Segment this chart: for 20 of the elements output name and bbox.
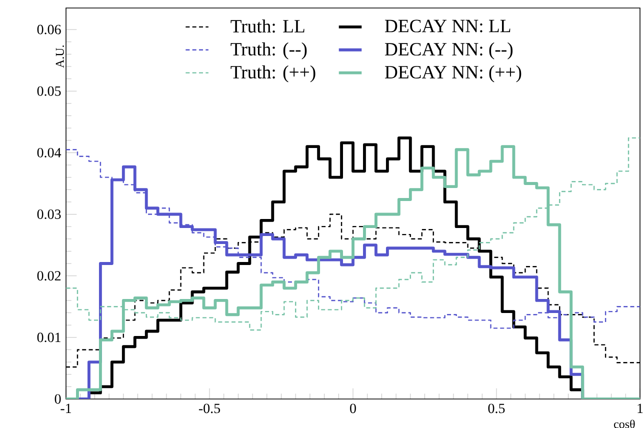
legend-label: DECAY NN: (--) (384, 42, 513, 60)
x-tick-label: 1 (638, 404, 643, 413)
x-tick-label: -1 (60, 404, 71, 413)
y-axis-title: A.U. (56, 45, 64, 68)
x-axis-title: cosθ (614, 420, 635, 428)
x-tick-label: 0.5 (488, 404, 505, 414)
legend-label: DECAY NN: (++) (384, 65, 522, 82)
x-tick-label: -0.5 (198, 404, 220, 414)
legend-label: DECAY NN: LL (384, 20, 510, 32)
legend-label: Truth: (--) (230, 42, 307, 60)
y-tick-label: 0.01 (37, 332, 60, 342)
legend-label: Truth: LL (230, 19, 304, 33)
y-tick-label: 0 (54, 394, 61, 404)
legend-label: Truth: (++) (230, 65, 316, 82)
y-tick-label: 0.05 (37, 86, 61, 96)
y-tick-label: 0.06 (37, 24, 61, 34)
y-tick-label: 0.02 (37, 271, 61, 281)
x-tick-label: 0 (350, 404, 356, 414)
y-tick-label: 0.04 (37, 148, 62, 158)
y-tick-label: 0.03 (37, 210, 61, 220)
